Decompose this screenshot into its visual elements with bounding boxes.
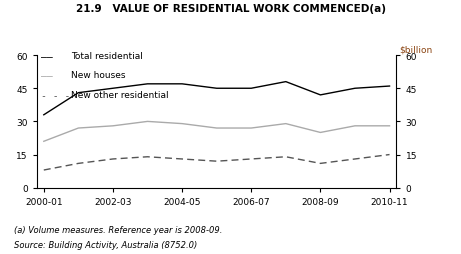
New houses: [110, 125, 116, 128]
Text: 21.9   VALUE OF RESIDENTIAL WORK COMMENCED(a): 21.9 VALUE OF RESIDENTIAL WORK COMMENCED…: [76, 4, 385, 14]
Line: New houses: New houses: [44, 122, 390, 142]
New other residential: [110, 158, 116, 161]
New houses: [179, 123, 185, 126]
New other residential: [179, 158, 185, 161]
New houses: [76, 127, 81, 130]
Total residential: [110, 87, 116, 90]
New other residential: [248, 158, 254, 161]
Text: $billion: $billion: [399, 46, 432, 55]
Total residential: [283, 81, 289, 84]
New other residential: [214, 160, 219, 163]
New other residential: [76, 162, 81, 165]
New houses: [387, 125, 392, 128]
Total residential: [387, 85, 392, 88]
Text: Total residential: Total residential: [71, 52, 143, 61]
Total residential: [248, 87, 254, 90]
New houses: [318, 131, 323, 134]
Text: (a) Volume measures. Reference year is 2008-09.: (a) Volume measures. Reference year is 2…: [14, 225, 222, 234]
Total residential: [76, 92, 81, 95]
New houses: [352, 125, 358, 128]
Text: - - -: - - -: [41, 90, 71, 100]
Line: Total residential: Total residential: [44, 82, 390, 115]
New houses: [248, 127, 254, 130]
Total residential: [352, 87, 358, 90]
Line: New other residential: New other residential: [44, 155, 390, 170]
New other residential: [283, 156, 289, 159]
Total residential: [41, 114, 47, 117]
New other residential: [145, 156, 150, 159]
Text: Source: Building Activity, Australia (8752.0): Source: Building Activity, Australia (87…: [14, 240, 197, 249]
New houses: [145, 120, 150, 123]
Text: ——: ——: [41, 71, 53, 81]
New houses: [283, 123, 289, 126]
New houses: [41, 140, 47, 143]
New other residential: [318, 162, 323, 165]
New houses: [214, 127, 219, 130]
Text: New houses: New houses: [71, 71, 126, 80]
Text: New other residential: New other residential: [71, 90, 169, 99]
New other residential: [387, 153, 392, 156]
Total residential: [145, 83, 150, 86]
Text: ——: ——: [41, 52, 53, 62]
New other residential: [352, 158, 358, 161]
New other residential: [41, 169, 47, 172]
Total residential: [318, 94, 323, 97]
Total residential: [214, 87, 219, 90]
Total residential: [179, 83, 185, 86]
